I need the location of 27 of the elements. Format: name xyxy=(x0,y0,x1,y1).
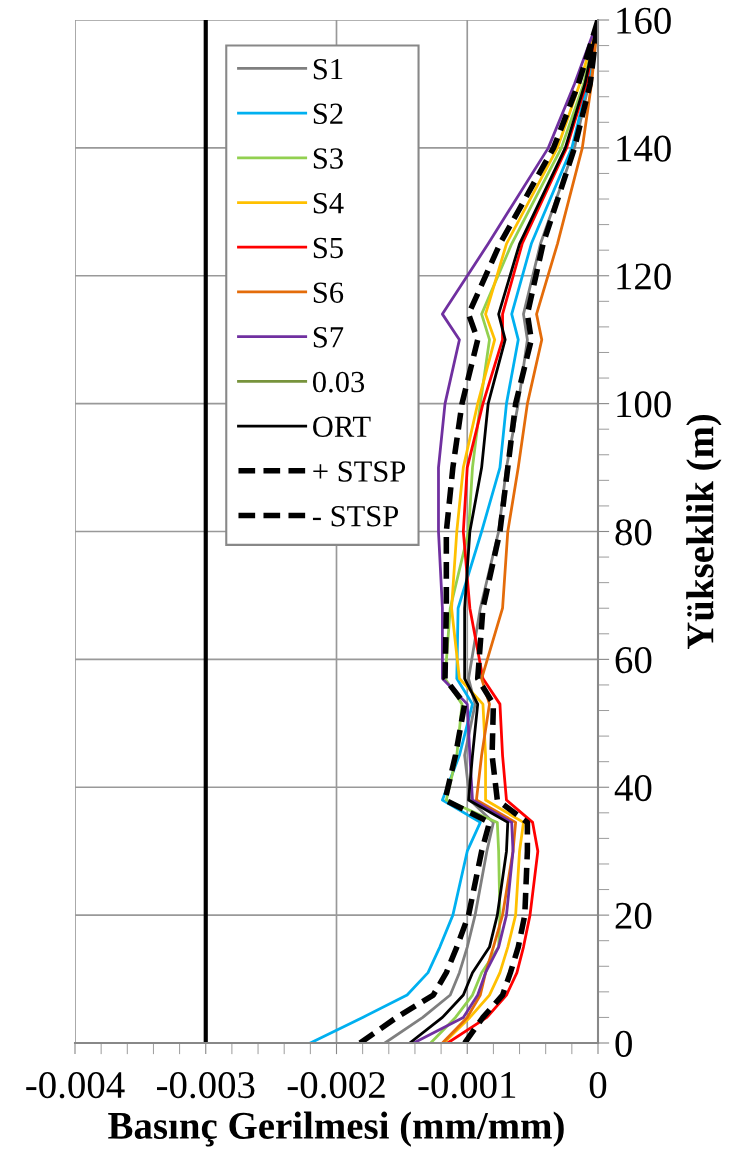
legend-label: S2 xyxy=(313,103,343,125)
x-tick-label: -0.001 xyxy=(418,1071,516,1099)
x-tick-label: 0 xyxy=(589,1071,607,1099)
y-tick-label: 60 xyxy=(615,647,652,674)
x-tick-label: -0.004 xyxy=(26,1071,125,1099)
y-tick-label: 80 xyxy=(615,519,652,546)
y-tick-label: 160 xyxy=(617,7,671,34)
x-axis-title: Basınç Gerilmesi (mm/mm) xyxy=(108,1111,564,1147)
legend-label: S5 xyxy=(313,237,343,259)
x-tick-label: -0.002 xyxy=(287,1071,385,1099)
legend-label: S1 xyxy=(313,58,343,80)
y-tick-label: 40 xyxy=(614,774,652,802)
y-axis-title: Yükseklik (m) xyxy=(686,414,722,650)
legend-label: 0.03 xyxy=(312,371,365,393)
legend-label: S7 xyxy=(313,327,344,348)
y-tick-label: 100 xyxy=(617,391,671,418)
legend-label: - STSP xyxy=(312,505,399,527)
legend-label: S4 xyxy=(313,192,344,214)
y-tick-label: 140 xyxy=(617,135,671,162)
y-tick-label: 0 xyxy=(615,1030,632,1057)
y-tick-label: 20 xyxy=(615,902,652,929)
legend-label: + STSP xyxy=(313,461,406,482)
y-tick-label: 120 xyxy=(617,263,671,290)
legend-label: ORT xyxy=(313,416,371,438)
legend-label: S3 xyxy=(313,148,343,169)
legend-label: S6 xyxy=(313,282,344,303)
x-tick-label: -0.003 xyxy=(156,1071,255,1099)
